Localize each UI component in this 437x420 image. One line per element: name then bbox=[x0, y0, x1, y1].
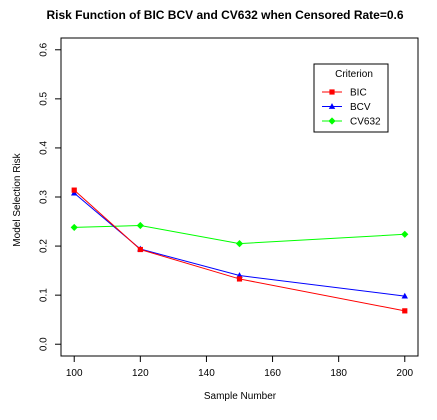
y-axis: 0.0 0.1 0.2 0.3 0.4 0.5 0.6 bbox=[39, 42, 62, 351]
x-axis: 100 120 140 160 180 200 bbox=[66, 355, 414, 379]
x-tick-label: 180 bbox=[330, 368, 347, 379]
x-tick-label: 140 bbox=[198, 368, 215, 379]
series-bic bbox=[71, 187, 408, 314]
y-tick-label: 0.4 bbox=[39, 141, 50, 155]
x-axis-label: Sample Number bbox=[204, 391, 277, 402]
series-line-cv632 bbox=[74, 224, 405, 245]
legend-item-bcv: BCV bbox=[322, 102, 371, 113]
x-tick-label: 120 bbox=[132, 368, 149, 379]
y-tick-label: 0.5 bbox=[39, 91, 50, 105]
data-point-bic bbox=[137, 246, 143, 253]
data-point-bic bbox=[402, 308, 408, 314]
legend-items: BIC BCV CV632 bbox=[322, 88, 381, 128]
data-point-bic bbox=[236, 276, 243, 282]
legend-label-bic: BIC bbox=[350, 88, 367, 99]
legend-title: Criterion bbox=[335, 69, 373, 80]
y-tick-label: 0.6 bbox=[39, 42, 50, 56]
series-line-bic bbox=[73, 189, 405, 312]
data-point-bcv bbox=[401, 292, 408, 299]
y-tick-label: 0.1 bbox=[39, 288, 50, 302]
data-point-cv632 bbox=[136, 221, 144, 230]
series-layer bbox=[70, 187, 409, 314]
legend-marker-bcv bbox=[328, 103, 336, 109]
legend-item-bic: BIC bbox=[322, 88, 367, 99]
data-point-bic bbox=[71, 187, 77, 193]
legend-label-bcv: BCV bbox=[350, 102, 371, 113]
data-point-cv632 bbox=[235, 240, 244, 248]
y-tick-label: 0.0 bbox=[39, 337, 50, 351]
x-tick-label: 100 bbox=[66, 368, 83, 379]
legend: Criterion BIC BCV CV632 bbox=[313, 63, 389, 133]
x-tick-label: 160 bbox=[264, 368, 281, 379]
legend-label-cv632: CV632 bbox=[350, 117, 381, 128]
x-tick-label: 200 bbox=[396, 368, 413, 379]
data-point-cv632 bbox=[70, 223, 78, 232]
legend-marker-bic bbox=[329, 89, 335, 95]
data-point-cv632 bbox=[401, 230, 409, 238]
y-axis-label: Model Selection Risk bbox=[12, 152, 23, 246]
series-cv632 bbox=[70, 221, 409, 248]
legend-marker-cv632 bbox=[328, 117, 336, 125]
y-tick-label: 0.3 bbox=[39, 190, 50, 204]
series-line-bcv bbox=[73, 192, 405, 297]
legend-item-cv632: CV632 bbox=[322, 117, 381, 128]
chart-title: Risk Function of BIC BCV and CV632 when … bbox=[46, 8, 403, 22]
y-tick-label: 0.2 bbox=[39, 239, 50, 253]
